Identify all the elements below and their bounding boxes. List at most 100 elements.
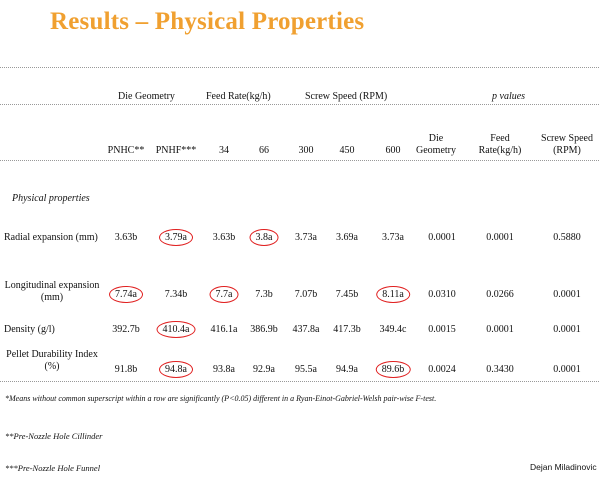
table-cell: 349.4c — [380, 324, 407, 336]
top-rule — [0, 67, 599, 68]
highlighted-cell-value: 3.8a — [249, 229, 279, 246]
table-cell: 3.8a — [249, 229, 279, 246]
highlighted-cell-value: 94.8a — [159, 361, 193, 378]
cell-value: 417.3b — [333, 324, 361, 335]
row-label: Radial expansion (mm) — [4, 232, 98, 244]
p-value-cell: 0.0001 — [428, 232, 456, 243]
p-value-cell: 0.0015 — [428, 324, 456, 335]
row-label-line: Radial expansion (mm) — [4, 232, 98, 243]
cell-value: 95.5a — [295, 364, 317, 375]
bottom-rule — [0, 381, 599, 382]
p-value-cell: 0.0024 — [428, 364, 456, 375]
row-label-line: Longitudinal expansion — [4, 280, 100, 291]
subheader-1: PNHF*** — [155, 145, 197, 156]
cell-value: 3.63b — [114, 232, 138, 243]
p-value-cell: 0.0266 — [486, 289, 514, 300]
table-cell: 94.9a — [336, 364, 358, 376]
author-name: Dejan Miladinovic — [530, 462, 597, 472]
subheader-2: 34 — [219, 145, 229, 156]
cell-value: 7.07b — [294, 289, 318, 300]
highlighted-cell-value: 89.6b — [375, 361, 411, 378]
header-feed-rate: Feed Rate(kg/h) — [206, 91, 271, 102]
table-cell: 7.07b — [295, 289, 318, 301]
row-label-line: (%) — [44, 361, 60, 372]
p-value-cell: 0.5880 — [553, 232, 581, 243]
table-cell: 437.8a — [293, 324, 320, 336]
cell-value: 3.69a — [336, 232, 358, 243]
p-header-die-line1: Die — [428, 133, 444, 144]
cell-value: 7.45b — [335, 289, 359, 300]
p-header-screw-line2: (RPM) — [553, 145, 581, 156]
p-value-cell: 0.3430 — [486, 364, 514, 375]
subheader-4: 300 — [298, 145, 314, 156]
table-cell: 7.3b — [255, 289, 273, 301]
subheader-5: 450 — [339, 145, 355, 156]
p-value-cell: 0.0001 — [486, 232, 514, 243]
highlighted-cell-value: 7.7a — [209, 286, 239, 303]
highlighted-cell-value: 7.74a — [109, 286, 143, 303]
highlighted-cell-value: 3.79a — [159, 229, 193, 246]
row-label-line: Pellet Durability Index — [6, 349, 98, 360]
row-label-line: (mm) — [40, 292, 64, 303]
cell-value: 92.9a — [253, 364, 275, 375]
header-die-geometry: Die Geometry — [118, 91, 175, 102]
table-cell: 94.8a — [159, 361, 193, 378]
table-cell: 95.5a — [295, 364, 317, 376]
table-cell: 7.45b — [336, 289, 359, 301]
table-cell: 3.69a — [336, 232, 358, 244]
p-header-die: Die Geometry — [416, 133, 456, 157]
cell-value: 91.8b — [114, 364, 138, 375]
table-cell: 3.63b — [213, 232, 236, 244]
p-header-feed: Feed Rate(kg/h) — [470, 133, 530, 157]
cell-value: 93.8a — [213, 364, 235, 375]
cell-value: 437.8a — [292, 324, 320, 335]
cell-value: 416.1a — [210, 324, 238, 335]
row-label-line: Density (g/l) — [4, 324, 55, 335]
header-rule — [0, 104, 599, 105]
highlighted-cell-value: 8.11a — [376, 286, 410, 303]
p-header-feed-line1: Feed — [490, 133, 510, 144]
table-cell: 3.73a — [382, 232, 404, 244]
table-cell: 392.7b — [112, 324, 140, 336]
subheader-6: 600 — [385, 145, 401, 156]
cell-value: 349.4c — [379, 324, 407, 335]
table-cell: 386.9b — [250, 324, 278, 336]
row-label: Pellet Durability Index (%) — [2, 349, 102, 373]
cell-value: 7.34b — [164, 289, 188, 300]
p-value-cell: 0.0001 — [486, 324, 514, 335]
cell-value: 3.73a — [382, 232, 404, 243]
subheader-rule — [0, 160, 599, 161]
p-value-cell: 0.0001 — [553, 289, 581, 300]
cell-value: 392.7b — [112, 324, 140, 335]
table-cell: 92.9a — [253, 364, 275, 376]
footnote-significance: *Means without common superscript within… — [5, 394, 437, 403]
cell-value: 386.9b — [250, 324, 278, 335]
table-cell: 7.74a — [109, 286, 143, 303]
header-screw-speed: Screw Speed (RPM) — [305, 91, 388, 102]
section-label: Physical properties — [12, 193, 90, 204]
footnote-pnhf: ***Pre-Nozzle Hole Funnel — [5, 463, 101, 473]
footnote-pnhc: **Pre-Nozzle Hole Cillinder — [5, 431, 103, 441]
p-value-cell: 0.0001 — [553, 364, 581, 375]
p-header-screw-line1: Screw Speed — [541, 133, 593, 144]
subheader-0: PNHC** — [107, 145, 145, 156]
cell-value: 94.9a — [336, 364, 358, 375]
cell-value: 3.63b — [212, 232, 236, 243]
p-value-cell: 0.0310 — [428, 289, 456, 300]
table-cell: 8.11a — [376, 286, 410, 303]
header-p-values: p values — [492, 91, 526, 102]
table-cell: 3.73a — [295, 232, 317, 244]
table-cell: 7.34b — [165, 289, 188, 301]
p-header-feed-line2: Rate(kg/h) — [478, 145, 522, 156]
p-header-screw: Screw Speed (RPM) — [536, 133, 598, 157]
row-label: Longitudinal expansion (mm) — [2, 280, 102, 304]
table-cell: 417.3b — [333, 324, 361, 336]
cell-value: 7.3b — [255, 289, 273, 300]
table-cell: 7.7a — [209, 286, 239, 303]
subheader-3: 66 — [259, 145, 269, 156]
table-cell: 3.79a — [159, 229, 193, 246]
table-cell: 93.8a — [213, 364, 235, 376]
highlighted-cell-value: 410.4a — [156, 321, 196, 338]
page-title: Results – Physical Properties — [50, 8, 365, 35]
p-header-die-line2: Geometry — [416, 145, 456, 156]
